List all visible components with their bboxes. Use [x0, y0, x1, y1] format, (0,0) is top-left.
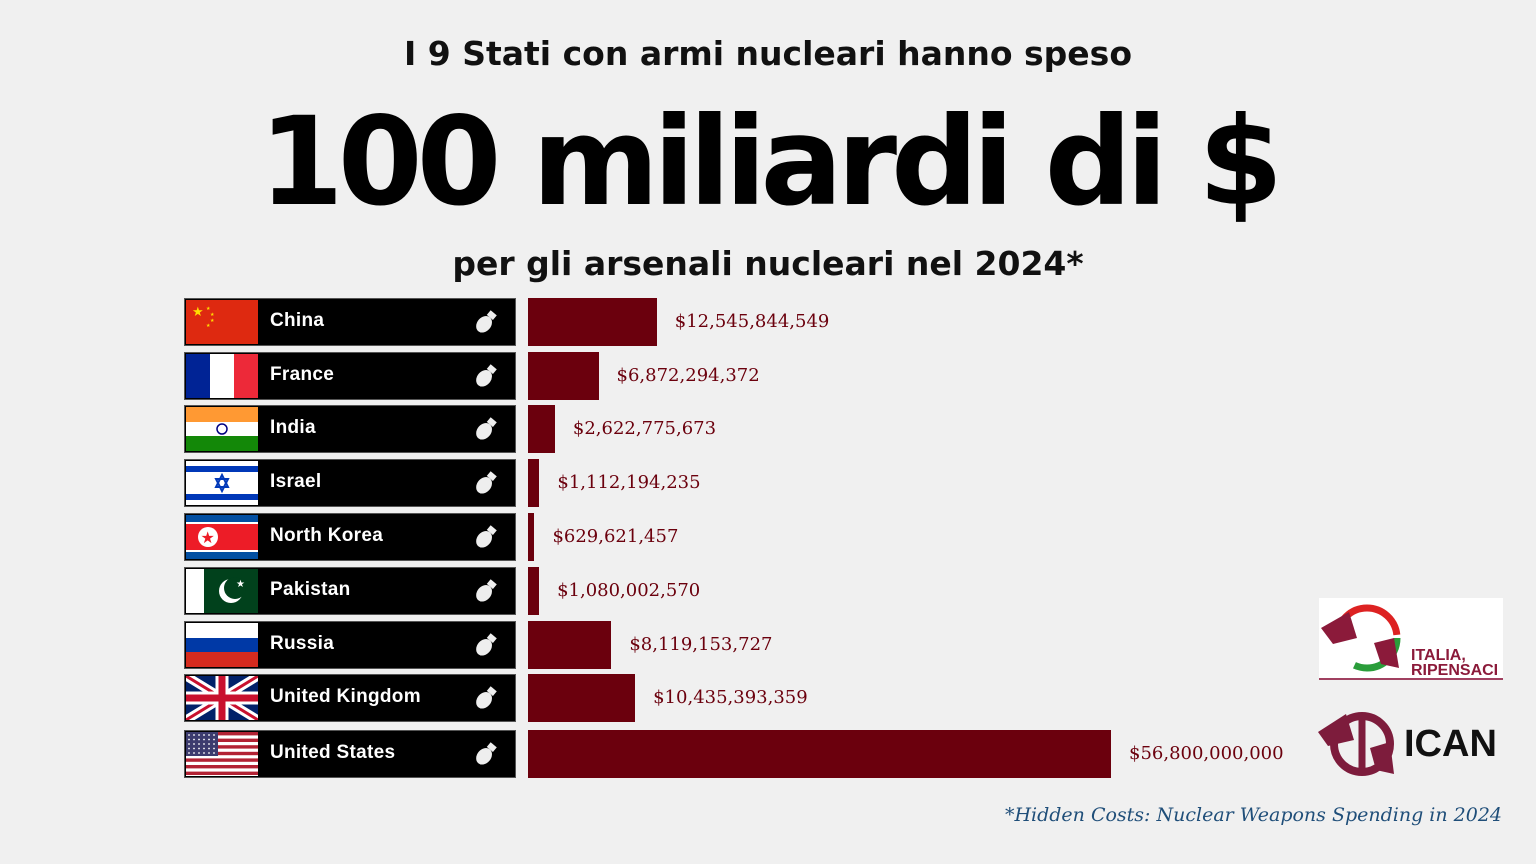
label-box: ★ North Korea: [184, 513, 516, 561]
bomb-icon: [472, 632, 500, 658]
headline-top: I 9 Stati con armi nucleari hanno speso: [404, 34, 1132, 73]
value-label: $8,119,153,727: [629, 634, 773, 655]
bomb-icon: [472, 470, 500, 496]
label-box: Russia: [184, 621, 516, 669]
value-label: $1,080,002,570: [557, 580, 701, 601]
svg-text:★: ★: [210, 318, 215, 324]
svg-text:★: ★: [192, 305, 204, 320]
flag-russia-icon: [186, 623, 258, 667]
country-label-united-states: United States: [184, 730, 516, 778]
source-footnote: *Hidden Costs: Nuclear Weapons Spending …: [1004, 804, 1502, 826]
bar-israel: [528, 459, 540, 507]
svg-text:★: ★: [206, 306, 211, 312]
bar-russia: [528, 621, 612, 669]
svg-text:★: ★: [206, 323, 211, 329]
country-label-israel: Israel: [184, 459, 516, 507]
bar-united-states: [528, 730, 1111, 778]
svg-text:★: ★: [210, 312, 215, 318]
bar-united-kingdom: [528, 674, 636, 722]
value-label: $10,435,393,359: [653, 687, 808, 708]
bomb-icon: [472, 309, 500, 335]
label-box: Israel: [184, 459, 516, 507]
bar-china: [528, 298, 657, 346]
svg-text:RIPENSACI: RIPENSACI: [1411, 662, 1498, 678]
label-box: France: [184, 352, 516, 400]
country-label-pakistan: ★ Pakistan: [184, 567, 516, 615]
country-name: China: [270, 310, 325, 331]
bomb-icon: [472, 741, 500, 767]
flag-israel-icon: [186, 461, 258, 505]
bomb-icon: [472, 578, 500, 604]
bomb-icon: [472, 524, 500, 550]
country-name: Russia: [270, 633, 335, 654]
country-label-russia: Russia: [184, 621, 516, 669]
svg-text:★: ★: [236, 579, 245, 590]
svg-text:ICAN: ICAN: [1404, 723, 1497, 765]
label-box: ★ Pakistan: [184, 567, 516, 615]
flag-united-states-icon: [186, 732, 258, 776]
label-box: ★ ★ ★ ★ ★ China: [184, 298, 516, 346]
label-box: United States: [184, 730, 516, 778]
country-name: India: [270, 417, 316, 438]
bar-india: [528, 405, 555, 453]
flag-france-icon: [186, 354, 258, 398]
bomb-icon: [472, 416, 500, 442]
flag-pakistan-icon: ★: [186, 569, 258, 613]
svg-text:ITALIA,: ITALIA,: [1411, 647, 1466, 664]
bar-north-korea: [528, 513, 535, 561]
label-box: United Kingdom: [184, 674, 516, 722]
country-name: Israel: [270, 471, 322, 492]
country-label-north-korea: ★ North Korea: [184, 513, 516, 561]
value-label: $12,545,844,549: [674, 311, 830, 332]
value-label: $1,112,194,235: [557, 472, 701, 493]
bar-pakistan: [528, 567, 540, 615]
flag-north-korea-icon: ★: [186, 515, 258, 559]
value-label: $2,622,775,673: [572, 418, 717, 439]
headline-main: 100 miliardi di $: [258, 91, 1283, 233]
headline-sub: per gli arsenali nucleari nel 2024*: [452, 244, 1084, 283]
country-label-china: ★ ★ ★ ★ ★ China: [184, 298, 516, 346]
value-label: $629,621,457: [552, 526, 679, 547]
italia-ripensaci-logo: ITALIA, RIPENSACI: [1319, 598, 1503, 680]
bomb-icon: [472, 685, 500, 711]
country-label-france: France: [184, 352, 516, 400]
ican-logo: ICAN: [1318, 706, 1508, 778]
label-box: India: [184, 405, 516, 453]
country-label-united-kingdom: United Kingdom: [184, 674, 516, 722]
bar-france: [528, 352, 599, 400]
flag-china-icon: ★ ★ ★ ★ ★: [186, 300, 258, 344]
value-label: $56,800,000,000: [1129, 743, 1284, 764]
country-name: Pakistan: [270, 579, 351, 600]
country-name: North Korea: [270, 525, 384, 546]
country-name: United States: [270, 742, 396, 763]
flag-united-kingdom-icon: [186, 676, 258, 720]
bomb-icon: [472, 363, 500, 389]
country-name: France: [270, 364, 335, 385]
value-label: $6,872,294,372: [616, 365, 760, 386]
country-label-india: India: [184, 405, 516, 453]
svg-text:★: ★: [201, 528, 215, 547]
flag-india-icon: [186, 407, 258, 451]
country-name: United Kingdom: [270, 686, 421, 707]
